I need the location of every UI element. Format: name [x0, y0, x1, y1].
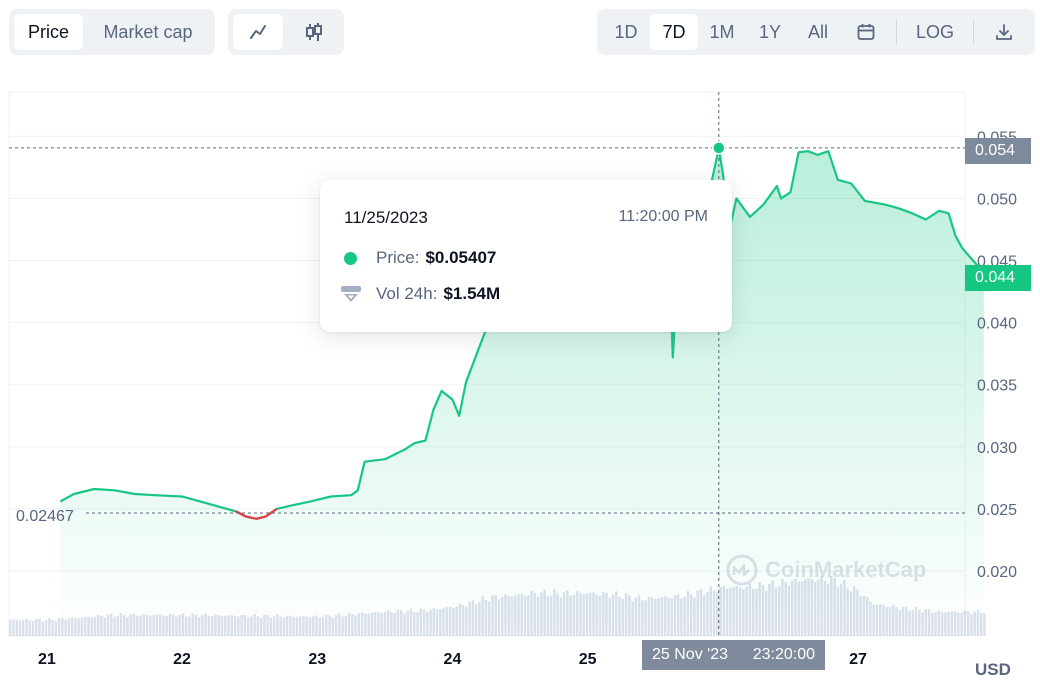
x-tick-label: 23	[308, 651, 326, 668]
y-tick-label: 0.025	[977, 502, 1017, 519]
price-line-down	[235, 507, 278, 520]
tooltip-volume-row: Vol 24h: $1.54M	[341, 284, 501, 304]
volume-bar	[15, 619, 18, 636]
tooltip-date: 11/25/2023	[344, 208, 428, 227]
tooltip-price-value: $0.05407	[425, 248, 497, 267]
volume-bar	[983, 613, 986, 636]
chart-mode-toggle: Price Market cap	[9, 9, 215, 55]
volume-bar	[9, 619, 12, 636]
volume-icon	[340, 285, 362, 303]
calendar-icon[interactable]	[842, 14, 890, 50]
crosshair-date-tag: 25 Nov '23 23:20:00	[642, 640, 825, 670]
volume-bar	[51, 620, 54, 636]
tooltip-volume-label: Vol 24h:	[376, 284, 438, 303]
price-dot-icon	[344, 251, 357, 265]
y-tick-label: 0.020	[977, 564, 1017, 581]
crosshair-date: 25 Nov '23	[652, 646, 728, 663]
range-7d[interactable]: 7D	[650, 14, 698, 50]
toolbar-divider	[896, 20, 897, 44]
crosshair-time: 23:20:00	[752, 646, 815, 663]
volume-bar	[54, 620, 58, 636]
tooltip-volume-value: $1.54M	[443, 284, 501, 303]
volume-bar	[57, 618, 61, 636]
low-price-label: 0.02467	[16, 508, 74, 525]
volume-bar	[44, 620, 48, 636]
x-axis: 21 22 23 24 25 27	[38, 651, 867, 668]
tooltip-price-row: Price: $0.05407	[344, 248, 496, 268]
x-tick-label: 25	[579, 651, 597, 668]
tab-market-cap[interactable]: Market cap	[103, 21, 193, 42]
currency-label: USD	[975, 660, 1011, 679]
watermark-text: CoinMarketCap	[765, 557, 927, 582]
y-tick-label: 0.050	[977, 191, 1017, 208]
download-icon[interactable]	[980, 14, 1028, 50]
range-all[interactable]: All	[807, 21, 828, 42]
volume-bar	[31, 621, 35, 636]
chart-type-toggle	[228, 9, 344, 55]
watermark: CoinMarketCap	[725, 553, 926, 587]
volume-bar	[48, 618, 51, 636]
range-1d[interactable]: 1D	[614, 21, 638, 42]
volume-bar	[22, 620, 25, 636]
toolbar-divider	[973, 20, 974, 44]
volume-bar	[18, 620, 22, 636]
highlight-point	[712, 141, 726, 155]
crosshair-price-tag: 0.054	[965, 138, 1031, 164]
volume-bar	[25, 618, 28, 636]
volume-bar	[41, 621, 45, 636]
line-chart-icon[interactable]	[233, 14, 283, 50]
coinmarketcap-logo-icon	[726, 554, 758, 586]
x-tick-label: 27	[849, 651, 867, 668]
time-range-toggle: 1D 7D 1M 1Y All LOG	[597, 9, 1035, 55]
log-scale-button[interactable]: LOG	[915, 21, 954, 42]
x-tick-label: 22	[173, 651, 191, 668]
volume-bar	[28, 620, 32, 636]
tooltip-price-label: Price:	[376, 248, 420, 267]
volume-bar	[38, 618, 41, 636]
price-area	[60, 148, 984, 636]
x-tick-label: 24	[444, 651, 462, 668]
range-1y[interactable]: 1Y	[758, 21, 782, 42]
y-tick-label: 0.035	[977, 378, 1017, 395]
volume-bar	[35, 618, 38, 636]
y-tick-label: 0.030	[977, 440, 1017, 457]
tab-price[interactable]: Price	[14, 14, 83, 50]
volume-bar	[12, 619, 15, 636]
tooltip-time: 11:20:00 PM	[618, 208, 708, 225]
candlestick-icon[interactable]	[289, 14, 339, 50]
y-tick-label: 0.040	[977, 316, 1017, 333]
range-1m[interactable]: 1M	[709, 21, 735, 42]
x-tick-label: 21	[38, 651, 56, 668]
price-tooltip: 11/25/2023 11:20:00 PM Price: $0.05407 V…	[320, 180, 732, 332]
current-price-tag: 0.044	[965, 265, 1031, 291]
